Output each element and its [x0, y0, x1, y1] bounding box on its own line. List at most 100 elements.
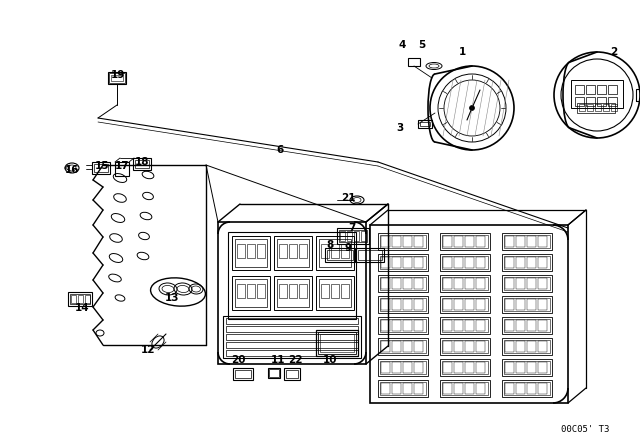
Text: 1: 1 [458, 47, 466, 57]
Bar [380, 235, 426, 248]
Bar [505, 341, 514, 352]
Bar [504, 277, 550, 290]
Bar [418, 120, 432, 128]
Bar [226, 350, 358, 356]
Bar [527, 299, 536, 310]
Bar [527, 278, 536, 289]
Bar [597, 85, 606, 94]
Bar [414, 320, 423, 331]
Bar [443, 362, 452, 373]
Bar [392, 236, 401, 247]
Bar [502, 380, 552, 397]
Bar [226, 342, 358, 348]
Bar [442, 277, 488, 290]
Bar [115, 162, 129, 176]
Bar [341, 244, 349, 258]
Bar [354, 231, 359, 241]
Bar [392, 299, 401, 310]
Text: 18: 18 [135, 157, 149, 167]
Circle shape [470, 105, 474, 111]
Bar [516, 362, 525, 373]
Bar [226, 326, 358, 332]
Bar [527, 236, 536, 247]
Text: 8: 8 [326, 240, 333, 250]
Bar [454, 257, 463, 268]
Bar [454, 383, 463, 394]
Bar [380, 256, 426, 269]
Bar [380, 277, 426, 290]
Bar [516, 299, 525, 310]
Bar [109, 73, 125, 83]
Bar [443, 257, 452, 268]
Bar [274, 236, 312, 270]
Bar [505, 383, 514, 394]
Bar [378, 296, 428, 313]
Bar [316, 236, 354, 270]
Bar [235, 370, 251, 378]
Bar [327, 250, 353, 260]
Bar [505, 320, 514, 331]
Bar [440, 338, 490, 355]
Bar [340, 231, 345, 241]
Bar [538, 320, 547, 331]
Bar [476, 278, 485, 289]
Bar [527, 320, 536, 331]
Bar [279, 284, 287, 298]
Bar [289, 244, 297, 258]
Bar [505, 362, 514, 373]
Bar [476, 362, 485, 373]
Text: 13: 13 [164, 293, 179, 303]
Bar [320, 334, 354, 352]
Bar [608, 85, 617, 94]
Bar [381, 362, 390, 373]
Bar [403, 278, 412, 289]
Bar [403, 383, 412, 394]
Bar [378, 254, 428, 271]
Bar [392, 383, 401, 394]
Bar [414, 257, 423, 268]
Text: 20: 20 [231, 355, 245, 365]
Bar [538, 257, 547, 268]
Bar [442, 319, 488, 332]
Bar [538, 341, 547, 352]
Bar [527, 383, 536, 394]
Bar [504, 256, 550, 269]
Bar [440, 317, 490, 334]
Bar [516, 236, 525, 247]
Bar [318, 332, 356, 354]
Bar [504, 340, 550, 353]
Bar [361, 231, 366, 241]
Bar [274, 276, 312, 310]
Bar [381, 341, 390, 352]
Bar [454, 320, 463, 331]
Bar [408, 58, 420, 66]
Bar [538, 236, 547, 247]
Bar [504, 235, 550, 248]
Bar [289, 284, 297, 298]
Bar [380, 298, 426, 311]
Bar [454, 299, 463, 310]
Bar [538, 299, 547, 310]
Bar [381, 257, 390, 268]
Bar [465, 278, 474, 289]
Bar [465, 320, 474, 331]
Bar [133, 158, 151, 170]
Bar [92, 162, 110, 174]
Bar [68, 292, 92, 306]
Bar [403, 299, 412, 310]
Bar [94, 164, 108, 172]
Bar [218, 222, 366, 364]
Bar [442, 298, 488, 311]
Text: 16: 16 [65, 165, 79, 175]
Bar [237, 244, 245, 258]
Bar [321, 284, 329, 298]
Bar [347, 231, 352, 241]
Bar [414, 383, 423, 394]
Bar [378, 359, 428, 376]
Bar [247, 244, 255, 258]
Bar [595, 104, 601, 111]
Bar [319, 239, 351, 267]
Text: 19: 19 [111, 70, 125, 80]
Text: 4: 4 [398, 40, 406, 50]
Bar [440, 296, 490, 313]
